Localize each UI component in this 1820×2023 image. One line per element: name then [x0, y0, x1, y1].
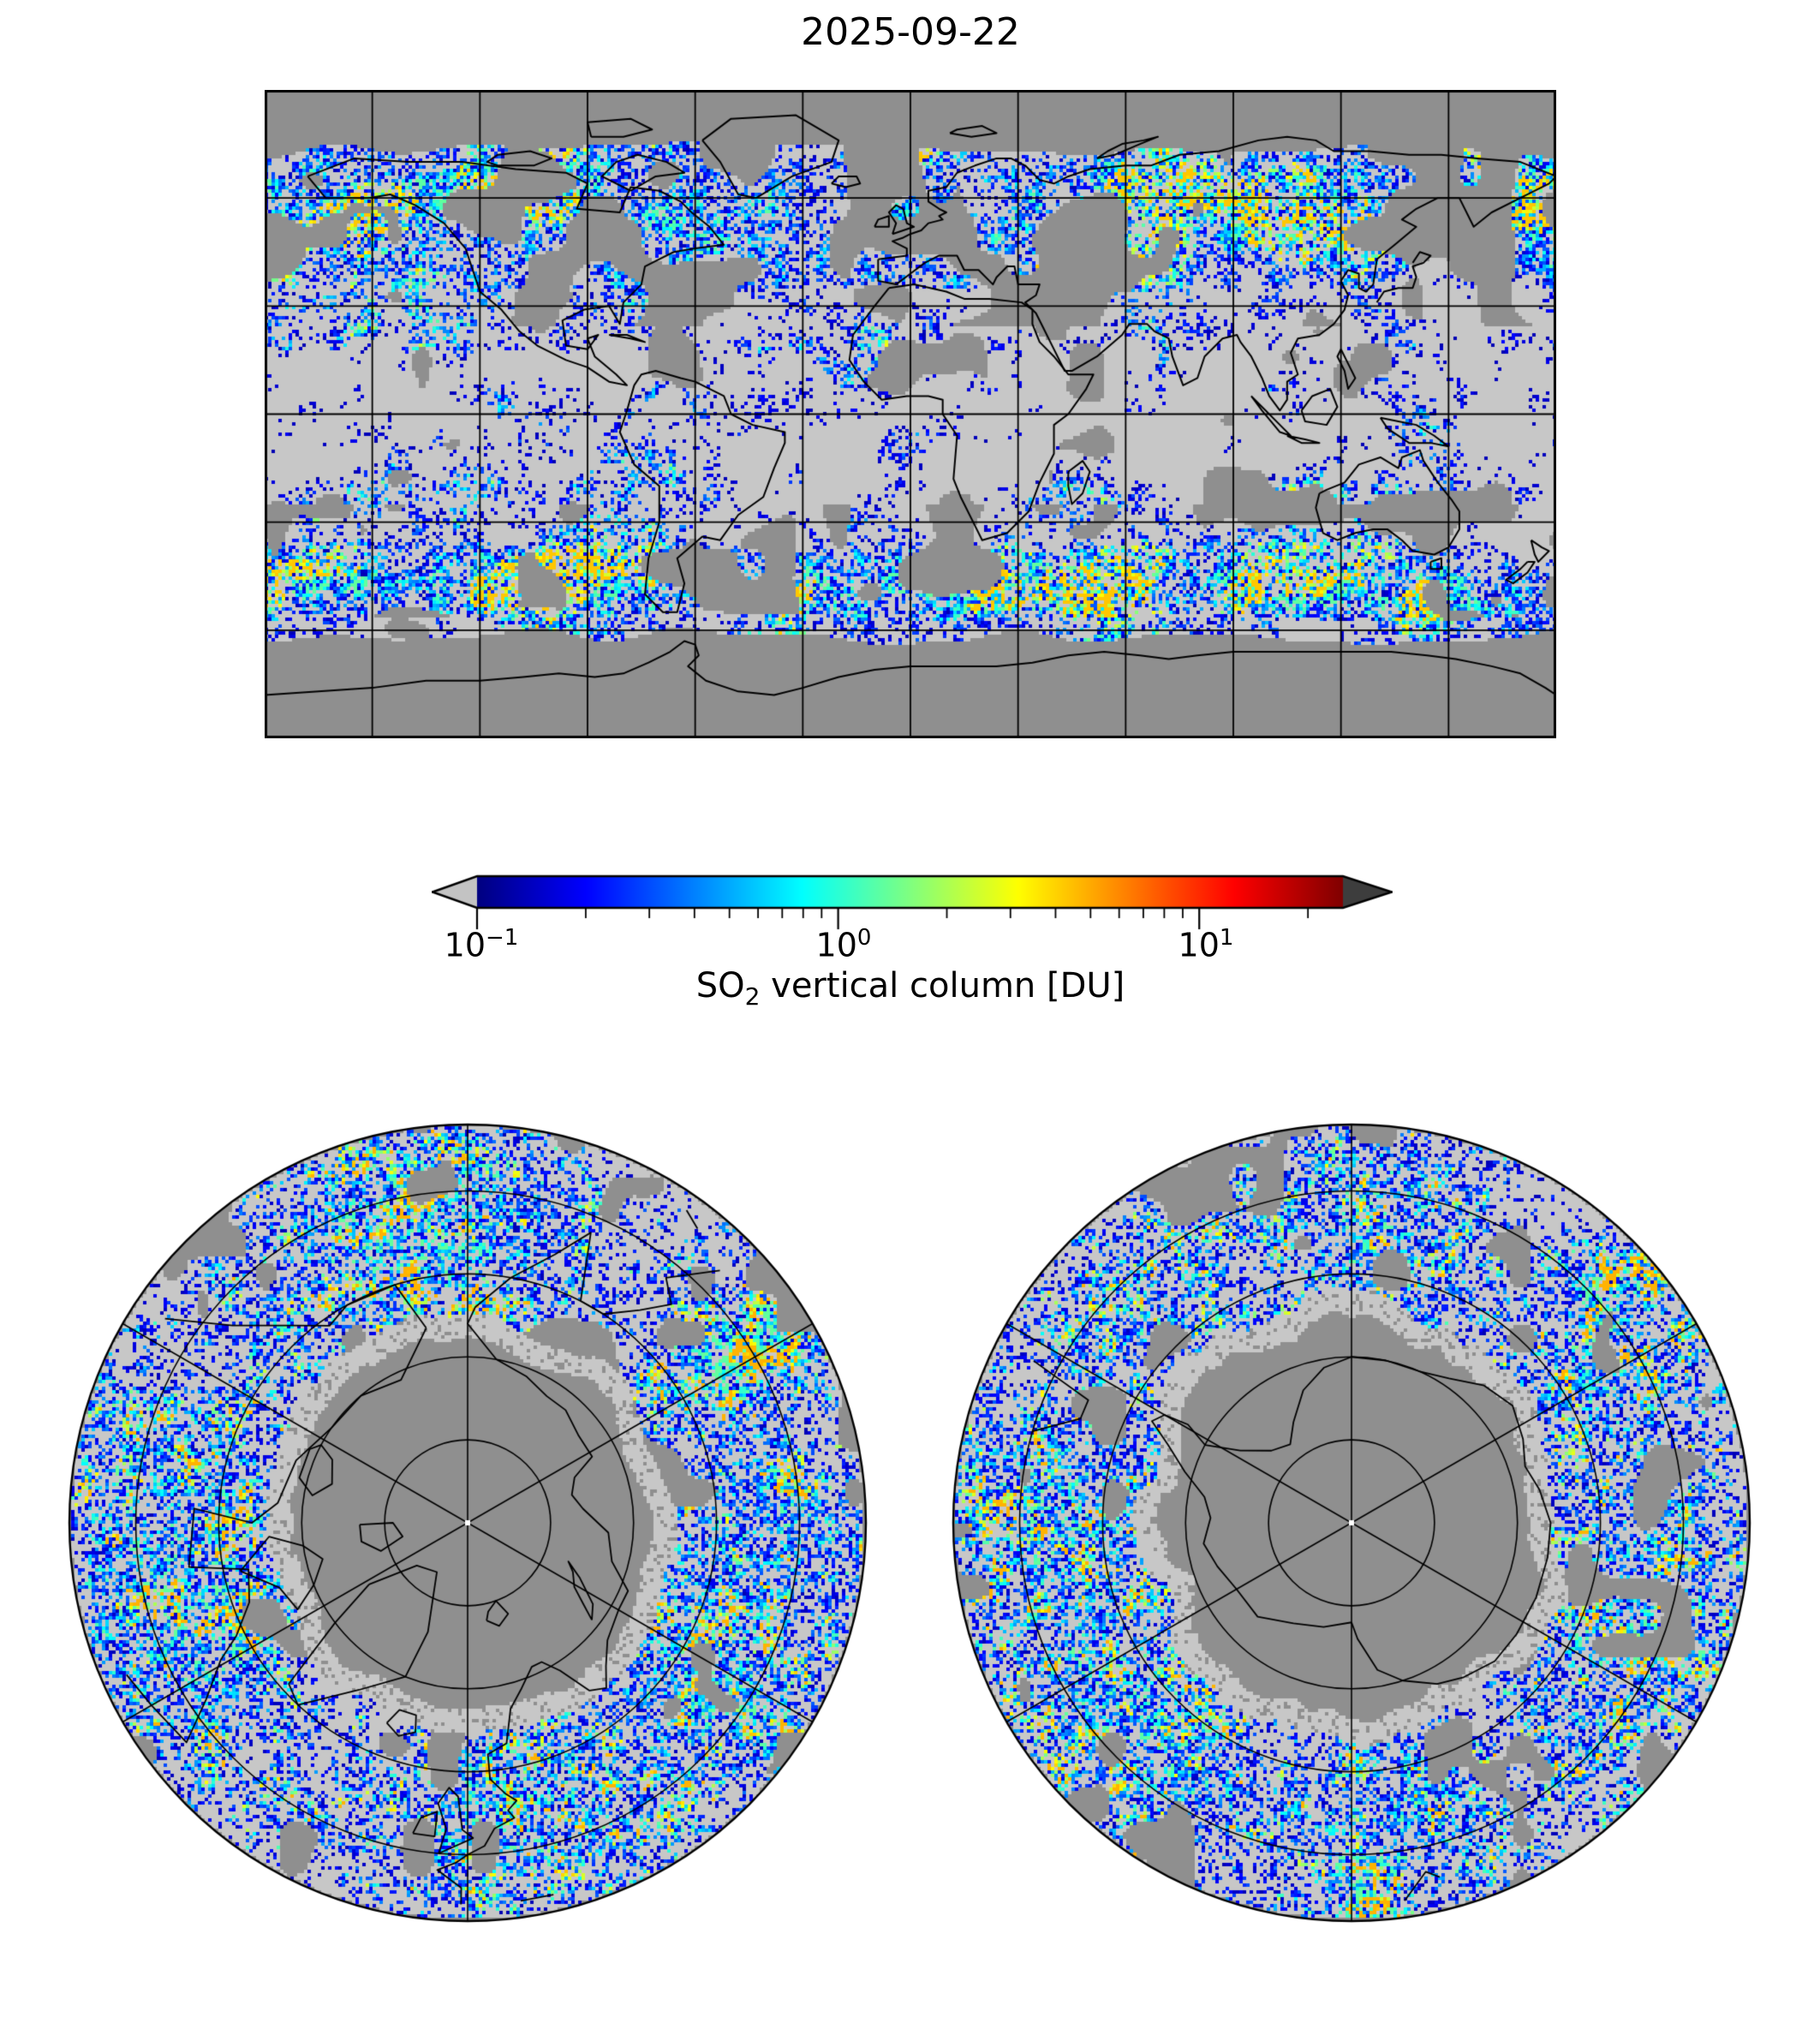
colorbar-tick-label-10: 101 — [1142, 925, 1270, 964]
label-subscript: 2 — [744, 982, 761, 1011]
north-polar-map — [68, 1123, 868, 1923]
world-map — [265, 90, 1556, 738]
colorbar — [432, 869, 1393, 946]
tick-exponent: 0 — [856, 925, 872, 951]
tick-base: 10 — [1178, 926, 1220, 964]
colorbar-axis-label: SO2 vertical column [DU] — [265, 966, 1556, 1011]
label-rest: vertical column [DU] — [760, 966, 1125, 1006]
south-polar-map — [952, 1123, 1751, 1923]
page-title: 2025-09-22 — [801, 10, 1020, 54]
tick-exponent: 1 — [1219, 925, 1234, 951]
tick-exponent: −1 — [486, 925, 519, 951]
label-prefix: SO — [695, 966, 745, 1006]
colorbar-tick-label-0.1: 10−1 — [417, 925, 546, 964]
tick-base: 10 — [444, 926, 486, 964]
colorbar-tick-label-1: 100 — [779, 925, 908, 964]
tick-base: 10 — [815, 926, 857, 964]
